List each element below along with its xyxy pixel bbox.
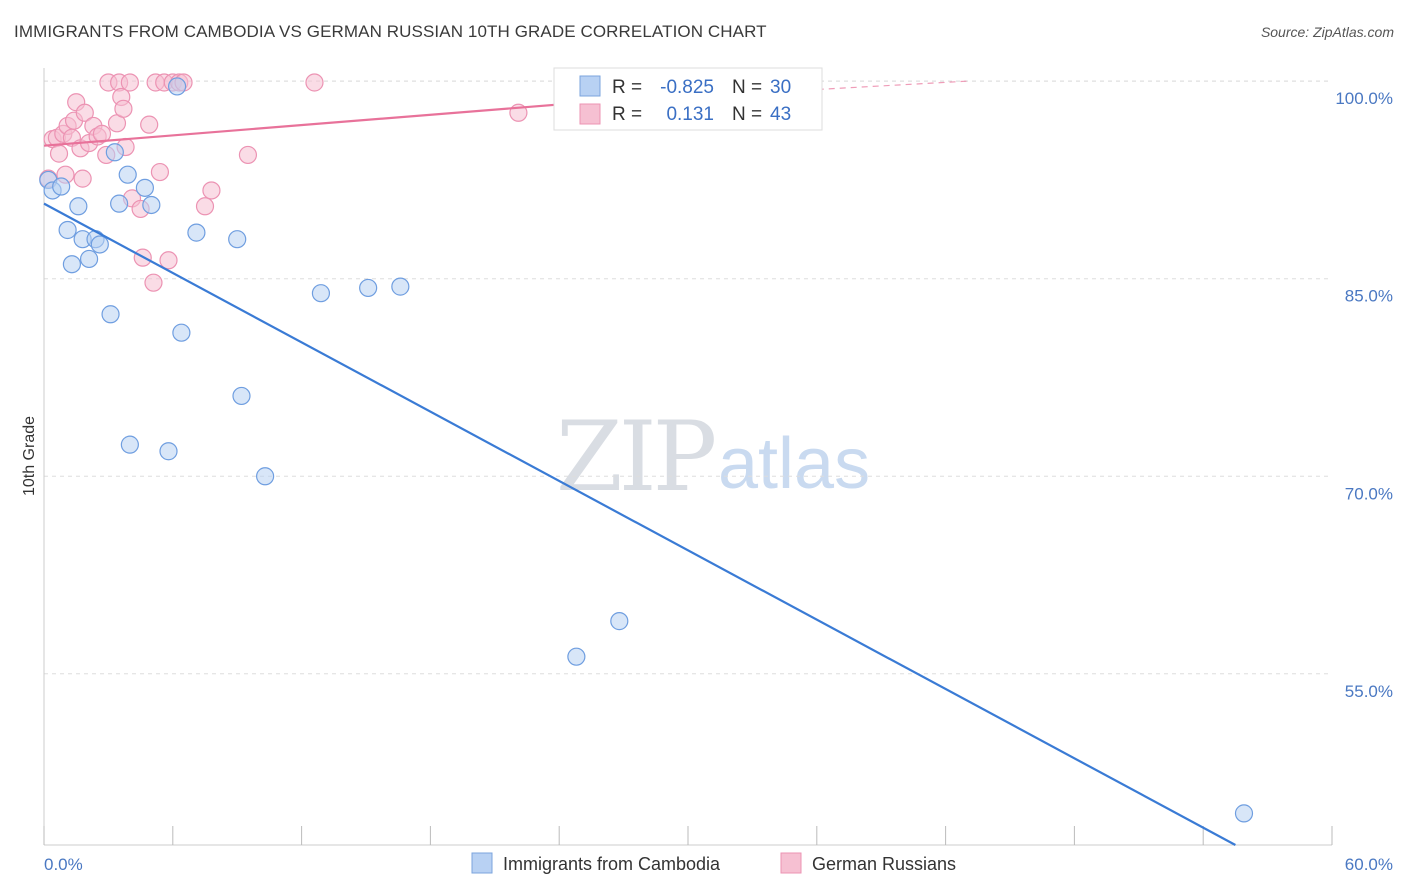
stats-n-label-2: N = xyxy=(732,104,762,125)
stats-swatch-cambodia xyxy=(579,75,601,97)
legend-swatch-german-russians xyxy=(780,852,802,874)
data-point xyxy=(79,249,99,269)
chart-title: IMMIGRANTS FROM CAMBODIA VS GERMAN RUSSI… xyxy=(14,22,767,41)
y-axis-tick-labels: 100.0% 85.0% 70.0% 55.0% xyxy=(1335,89,1393,701)
data-point xyxy=(391,277,410,296)
stats-n-label-1: N = xyxy=(732,77,762,98)
data-point xyxy=(101,305,120,324)
data-point xyxy=(150,162,170,182)
data-point xyxy=(92,124,112,143)
bottom-legend: Immigrants from Cambodia German Russians xyxy=(471,852,956,874)
stats-r-value-1: -0.825 xyxy=(660,77,714,98)
data-point xyxy=(120,435,139,454)
data-point xyxy=(69,197,88,216)
data-point xyxy=(73,169,92,188)
data-point xyxy=(228,230,247,249)
stats-legend-box: R = -0.825 N = 30 R = 0.131 N = 43 xyxy=(553,67,823,131)
data-point xyxy=(114,99,133,118)
stats-r-label-1: R = xyxy=(612,77,642,98)
data-point xyxy=(118,165,137,184)
data-point xyxy=(135,178,154,197)
legend-label-cambodia: Immigrants from Cambodia xyxy=(503,854,721,874)
x-axis-ticks xyxy=(43,826,1333,845)
stats-r-label-2: R = xyxy=(612,104,642,125)
x-tick-label: 60.0% xyxy=(1345,855,1393,874)
data-point xyxy=(195,197,215,216)
watermark-atlas: atlas xyxy=(718,424,870,504)
data-point xyxy=(120,73,139,92)
data-point xyxy=(1234,804,1254,823)
stats-n-value-2: 43 xyxy=(770,104,791,125)
data-point xyxy=(110,194,129,213)
data-point xyxy=(187,223,206,242)
source-label: Source: ZipAtlas.com xyxy=(1260,24,1394,40)
cambodia-points xyxy=(39,77,1254,823)
data-point xyxy=(567,647,586,666)
data-point xyxy=(232,386,251,406)
data-point xyxy=(49,144,69,163)
gridlines xyxy=(44,80,1332,675)
data-point xyxy=(140,115,159,134)
data-point xyxy=(305,73,324,92)
data-point xyxy=(311,284,331,303)
data-point xyxy=(58,220,77,240)
data-point xyxy=(256,467,275,486)
data-point xyxy=(142,195,161,215)
legend-label-german-russians: German Russians xyxy=(812,854,956,874)
trend-line xyxy=(43,101,588,147)
data-point xyxy=(52,177,71,196)
y-tick-label: 70.0% xyxy=(1345,484,1393,503)
data-point xyxy=(159,442,178,461)
data-point xyxy=(238,145,258,165)
data-point xyxy=(159,251,178,270)
data-point xyxy=(62,255,82,274)
data-point xyxy=(202,181,221,200)
y-tick-label: 85.0% xyxy=(1345,287,1393,306)
x-tick-label: 0.0% xyxy=(44,855,83,874)
data-point xyxy=(172,323,191,342)
x-axis-tick-labels: 0.0% 60.0% xyxy=(44,855,1393,874)
stats-n-value-1: 30 xyxy=(770,77,791,98)
y-tick-label: 55.0% xyxy=(1345,682,1393,701)
trend-line xyxy=(43,202,1236,846)
legend-swatch-cambodia xyxy=(471,852,493,874)
watermark-zip: ZIP xyxy=(556,401,715,513)
y-tick-label: 100.0% xyxy=(1335,89,1393,108)
stats-r-value-2: 0.131 xyxy=(666,104,714,125)
german-russians-points xyxy=(39,73,648,292)
y-axis-label: 10th Grade xyxy=(21,416,38,496)
data-point xyxy=(144,273,163,292)
data-point xyxy=(167,77,187,96)
data-point xyxy=(105,143,124,162)
data-point xyxy=(90,235,109,254)
data-point xyxy=(610,612,629,631)
data-point xyxy=(75,103,94,122)
stats-swatch-german-russians xyxy=(579,103,601,125)
data-point xyxy=(359,278,378,298)
